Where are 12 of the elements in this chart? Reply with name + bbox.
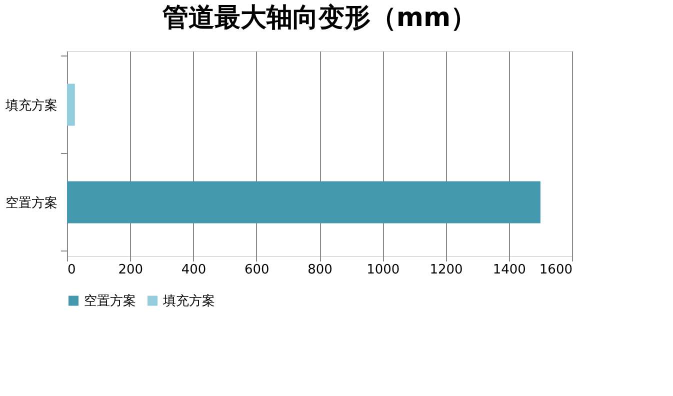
x-tick-label: 1600 <box>539 262 572 278</box>
x-tick-label: 400 <box>181 262 206 278</box>
x-tick-label: 1200 <box>430 262 463 278</box>
x-tick-label: 0 <box>68 262 76 278</box>
x-tick-label: 1000 <box>366 262 400 278</box>
x-tick-label: 200 <box>118 262 144 278</box>
x-tick-label: 1400 <box>492 262 526 278</box>
legend-label: 填充方案 <box>162 292 215 309</box>
chart-title: 管道最大轴向变形（mm） <box>161 3 477 33</box>
legend-label: 空置方案 <box>84 292 136 309</box>
x-tick-label: 600 <box>244 262 270 278</box>
x-tick-label: 800 <box>308 262 332 278</box>
